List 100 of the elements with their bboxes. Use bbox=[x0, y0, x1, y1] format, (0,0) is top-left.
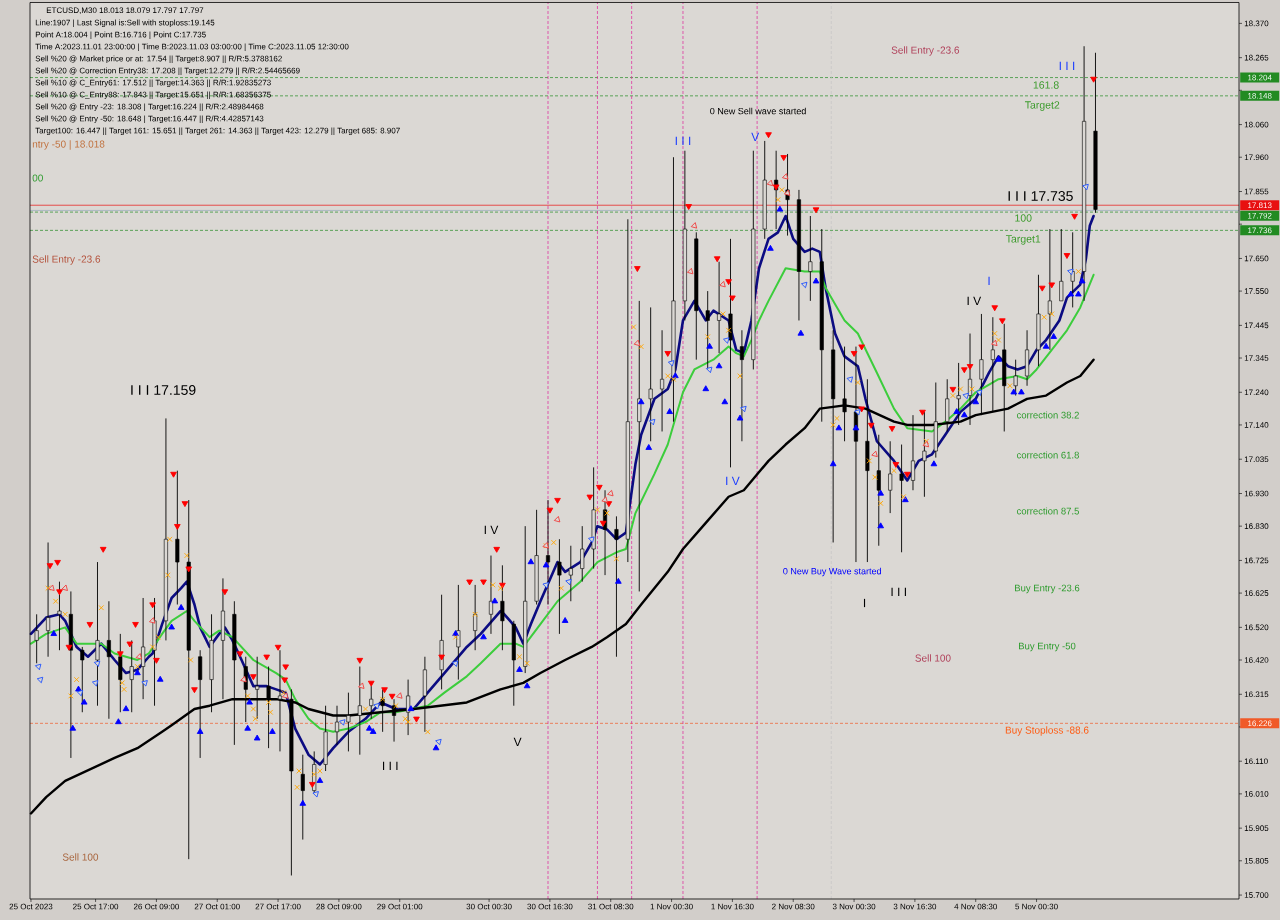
y-tick-label: 16.625 bbox=[1244, 590, 1269, 596]
x-tick-label: 3 Nov 00:30 bbox=[832, 903, 876, 910]
annotation: Sell %20 @ Correction Entry38: 17.208 || Target:12.279 || R/R:2.54465669 bbox=[35, 67, 300, 76]
x-tick-label: 26 Oct 09:00 bbox=[133, 903, 180, 910]
annotation: Target1 bbox=[1005, 235, 1041, 245]
annotation: I I I bbox=[383, 761, 398, 771]
point bbox=[542, 582, 549, 589]
annotation: Sell %20 @ Entry -23: 18.308 | Target:16.224 || R/R:2.48984468 bbox=[35, 103, 264, 112]
y-tick-label: 16.830 bbox=[1244, 523, 1269, 529]
annotation: Line:1907 | Last Signal is:Sell with stoploss:19.145 bbox=[35, 19, 215, 28]
point bbox=[1067, 268, 1074, 276]
point bbox=[135, 653, 143, 660]
point bbox=[396, 692, 403, 699]
annotation: 100 bbox=[1015, 214, 1032, 222]
y-tick-label: 17.140 bbox=[1244, 422, 1269, 428]
point bbox=[76, 689, 84, 697]
candlestick bbox=[34, 613, 39, 664]
x-tick-label: 1 Nov 00:30 bbox=[650, 903, 693, 910]
ref-line-label: 16.226 bbox=[1248, 720, 1272, 727]
point bbox=[648, 418, 656, 426]
y-tick-label: 17.035 bbox=[1244, 456, 1269, 463]
annotation: V bbox=[513, 737, 522, 747]
x-tick-label: 5 Nov 00:30 bbox=[1015, 903, 1058, 910]
point bbox=[36, 676, 44, 684]
point bbox=[766, 179, 774, 187]
x-tick-label: 25 Oct 17:00 bbox=[73, 903, 119, 910]
y-tick-label: 18.370 bbox=[1244, 20, 1269, 27]
y-tick-label: 16.315 bbox=[1244, 691, 1269, 698]
point bbox=[667, 360, 675, 367]
point bbox=[565, 578, 572, 586]
point bbox=[93, 660, 101, 667]
ref-line-label: 17.792 bbox=[1248, 212, 1272, 219]
point bbox=[686, 267, 694, 275]
x-tick-label: 3 Nov 16:30 bbox=[893, 903, 937, 910]
y-tick-label: 15.805 bbox=[1244, 857, 1269, 864]
annotation: Target2 bbox=[1024, 101, 1060, 111]
y-tick-label: 17.445 bbox=[1244, 322, 1269, 329]
annotation: Sell %20 @ Market price or at: 17.54 || Target:8.907 || R/R:5.3788162 bbox=[35, 55, 282, 64]
annotation: Buy Stoploss -88.6 bbox=[1005, 726, 1089, 736]
point bbox=[451, 660, 459, 667]
annotation: Sell Entry -23.6 bbox=[32, 255, 101, 265]
point bbox=[690, 222, 698, 229]
candlestick bbox=[910, 414, 916, 491]
point bbox=[846, 376, 854, 383]
y-tick-label: 18.060 bbox=[1244, 121, 1269, 128]
point bbox=[740, 405, 747, 413]
point bbox=[312, 791, 319, 798]
point bbox=[339, 719, 346, 726]
point bbox=[962, 392, 969, 400]
annotation: Sell %20 @ Entry -50: 18.648 | Target:16.447 || R/R:4.42857143 bbox=[35, 115, 264, 124]
y-tick-label: 17.650 bbox=[1244, 255, 1269, 262]
point bbox=[633, 339, 641, 347]
ref-line-label: 18.148 bbox=[1248, 93, 1272, 99]
x-tick-label: 28 Oct 09:00 bbox=[316, 903, 362, 910]
annotation: 0 New Buy Wave started bbox=[783, 567, 881, 577]
candlestick bbox=[198, 649, 203, 759]
candlestick bbox=[473, 584, 478, 651]
point bbox=[553, 515, 561, 523]
y-tick-label: 16.420 bbox=[1244, 657, 1269, 663]
annotation: I V bbox=[484, 525, 499, 535]
point bbox=[148, 617, 156, 624]
y-tick-label: 15.905 bbox=[1244, 825, 1269, 831]
point bbox=[1082, 183, 1089, 191]
y-tick-label: 18.265 bbox=[1244, 54, 1269, 61]
point bbox=[435, 738, 442, 746]
x-tick-label: 30 Oct 00:30 bbox=[466, 903, 512, 910]
candlestick bbox=[1059, 228, 1064, 302]
annotation: I I I bbox=[675, 136, 691, 146]
point bbox=[781, 173, 789, 180]
ref-line-label: 17.813 bbox=[1248, 202, 1272, 209]
text: ETCUSD,M30 18.013 18.079 17.797 17.797 bbox=[46, 7, 204, 14]
annotation: I I I 17.159 bbox=[131, 385, 196, 395]
x-tick-label: 31 Oct 08:30 bbox=[588, 903, 634, 910]
y-tick-label: 17.855 bbox=[1244, 188, 1269, 195]
candlestick bbox=[392, 698, 397, 743]
x-tick-label: 27 Oct 01:00 bbox=[194, 903, 240, 910]
point bbox=[588, 536, 595, 543]
y-tick-label: 17.960 bbox=[1244, 154, 1269, 161]
annotation: Buy Entry -50 bbox=[1019, 642, 1076, 652]
annotation: Sell %10 @ C_Entry61: 17.512 || Target:14.363 || R/R:1.92835273 bbox=[35, 79, 271, 88]
point bbox=[358, 682, 365, 689]
y-tick-label: 16.010 bbox=[1244, 791, 1269, 797]
x-tick-label: 2 Nov 08:30 bbox=[772, 903, 815, 910]
annotation: V bbox=[751, 132, 760, 142]
annotation: Point A:18.004 | Point B:16.716 | Point C:17.735 bbox=[35, 31, 206, 40]
x-tick-label: 27 Oct 17:00 bbox=[255, 903, 301, 910]
annotation: Sell 100 bbox=[915, 654, 951, 662]
annotation: I I I bbox=[1059, 61, 1075, 71]
point bbox=[240, 675, 247, 683]
point bbox=[61, 584, 68, 591]
point bbox=[607, 489, 614, 497]
point bbox=[373, 702, 380, 710]
annotation: Sell Entry -23.6 bbox=[891, 46, 960, 56]
ref-line-label: 18.204 bbox=[1248, 74, 1272, 81]
point bbox=[48, 584, 55, 591]
x-tick-label: 25 Oct 2023 bbox=[9, 903, 53, 910]
annotation: I bbox=[863, 598, 866, 608]
candlestick bbox=[106, 600, 111, 720]
annotation: Sell 100 bbox=[62, 853, 99, 861]
annotation: 161.8 bbox=[1033, 81, 1059, 89]
